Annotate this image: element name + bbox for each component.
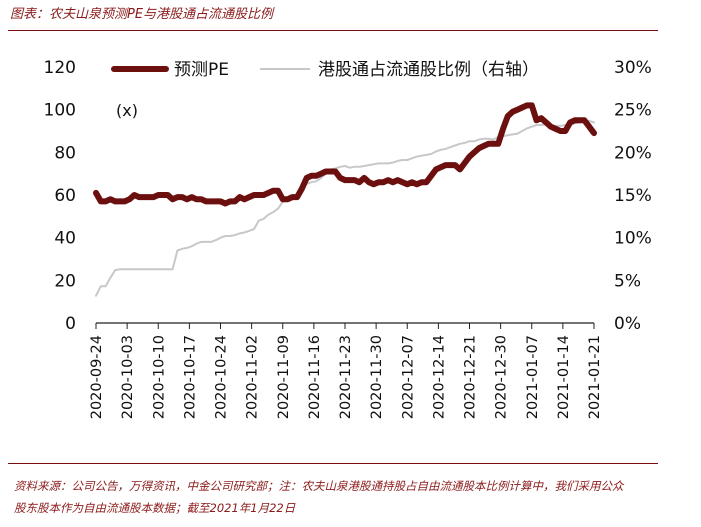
source-line-1: 资料来源：公司公告，万得资讯，中金公司研究部；注：农夫山泉港股通持股占自由流通股…	[14, 479, 624, 493]
x-axis-ticks: 2020-09-24 2020-10-03 2020-10-10 2020-10-17…	[89, 323, 603, 419]
left-tick-label: 60	[54, 186, 76, 206]
legend: 预测PE 港股通占流通股比例（右轴）	[111, 60, 539, 80]
source-note: 资料来源：公司公告，万得资讯，中金公司研究部；注：农夫山泉港股通持股占自由流通股…	[14, 475, 694, 519]
left-tick-label: 100	[44, 101, 76, 121]
right-tick-label: 20%	[614, 143, 652, 163]
right-tick-label: 0%	[614, 314, 641, 334]
chart-caption: 图表：农夫山泉预测PE与港股通占流通股比例	[10, 7, 274, 22]
x-tick-label: 2020-12-21	[463, 335, 479, 419]
right-tick-label: 15%	[614, 186, 652, 206]
series-line-ratio	[95, 119, 595, 297]
left-axis-ticks: 0 20 40 60 80 100 120	[44, 58, 76, 334]
left-tick-label: 20	[54, 271, 76, 291]
x-tick-label: 2020-10-10	[151, 335, 167, 419]
x-tick-label: 2021-01-14	[556, 335, 572, 419]
right-tick-label: 10%	[614, 229, 652, 249]
left-tick-label: 120	[44, 58, 76, 78]
x-tick-label: 2020-11-23	[338, 335, 354, 419]
x-tick-label: 2021-01-21	[587, 335, 603, 419]
series-line-pe	[93, 102, 597, 207]
right-axis-ticks: 0% 5% 10% 15% 20% 25% 30%	[614, 58, 652, 334]
x-tick-label: 2020-11-30	[369, 335, 385, 419]
x-tick-label: 2021-01-07	[525, 335, 541, 419]
x-tick-label: 2020-10-24	[214, 335, 230, 419]
x-tick-label: 2020-12-14	[431, 335, 447, 419]
x-tick-label: 2020-11-09	[276, 335, 292, 419]
right-tick-label: 30%	[614, 58, 652, 78]
top-divider	[8, 30, 658, 31]
x-tick-label: 2020-12-07	[400, 335, 416, 419]
unit-label: (x)	[116, 101, 138, 120]
x-tick-label: 2020-09-24	[89, 335, 105, 419]
right-tick-label: 25%	[614, 101, 652, 121]
bottom-divider	[8, 463, 658, 464]
x-tick-label: 2020-10-17	[182, 335, 198, 419]
x-tick-label: 2020-12-30	[494, 335, 510, 419]
left-tick-label: 40	[54, 229, 76, 249]
legend-label-pe: 预测PE	[174, 60, 229, 80]
left-tick-label: 80	[54, 143, 76, 163]
x-tick-label: 2020-11-16	[307, 335, 323, 419]
x-tick-label: 2020-11-02	[245, 335, 261, 419]
source-line-2: 股东股本作为自由流通股本数据；截至2021年1月22日	[14, 501, 296, 515]
left-tick-label: 0	[65, 314, 76, 334]
series-layer	[93, 102, 597, 297]
right-tick-label: 5%	[614, 271, 641, 291]
legend-label-ratio: 港股通占流通股比例（右轴）	[318, 60, 539, 80]
x-tick-label: 2020-10-03	[120, 335, 136, 419]
